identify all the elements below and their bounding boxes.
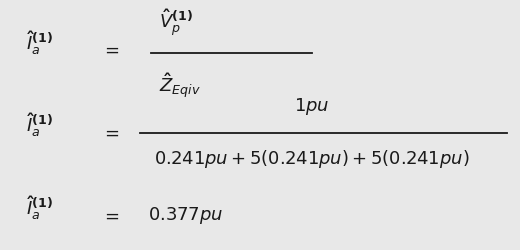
Text: $\mathbf{\hat{\it{I}}}_{\mathbf{\it{a}}}^{\mathbf{(1)}}$: $\mathbf{\hat{\it{I}}}_{\mathbf{\it{a}}}… xyxy=(26,194,53,221)
Text: $=$: $=$ xyxy=(101,124,120,142)
Text: $\mathbf{\hat{\it{I}}}_{\mathbf{\it{a}}}^{\mathbf{(1)}}$: $\mathbf{\hat{\it{I}}}_{\mathbf{\it{a}}}… xyxy=(26,29,53,56)
Text: $=$: $=$ xyxy=(101,41,120,59)
Text: $\mathbf{\it{1pu}}$: $\mathbf{\it{1pu}}$ xyxy=(294,96,330,117)
Text: $\mathbf{\it{0.377pu}}$: $\mathbf{\it{0.377pu}}$ xyxy=(148,204,224,226)
Text: $\mathbf{\it{0.241pu+5(0.241pu)+5(0.241pu)}}$: $\mathbf{\it{0.241pu+5(0.241pu)+5(0.241p… xyxy=(154,148,470,170)
Text: $=$: $=$ xyxy=(101,206,120,224)
Text: $\mathbf{\hat{\it{I}}}_{\mathbf{\it{a}}}^{\mathbf{(1)}}$: $\mathbf{\hat{\it{I}}}_{\mathbf{\it{a}}}… xyxy=(26,111,53,139)
Text: $\mathbf{\hat{\it{V}}}_{\mathbf{\it{p}}}^{\mathbf{(1)}}$: $\mathbf{\hat{\it{V}}}_{\mathbf{\it{p}}}… xyxy=(159,7,192,38)
Text: $\mathbf{\hat{\it{Z}}}_{\mathbf{\it{Eqiv}}}$: $\mathbf{\hat{\it{Z}}}_{\mathbf{\it{Eqiv… xyxy=(159,70,201,100)
